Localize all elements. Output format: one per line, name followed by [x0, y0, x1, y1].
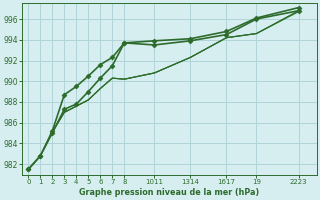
X-axis label: Graphe pression niveau de la mer (hPa): Graphe pression niveau de la mer (hPa) — [79, 188, 260, 197]
